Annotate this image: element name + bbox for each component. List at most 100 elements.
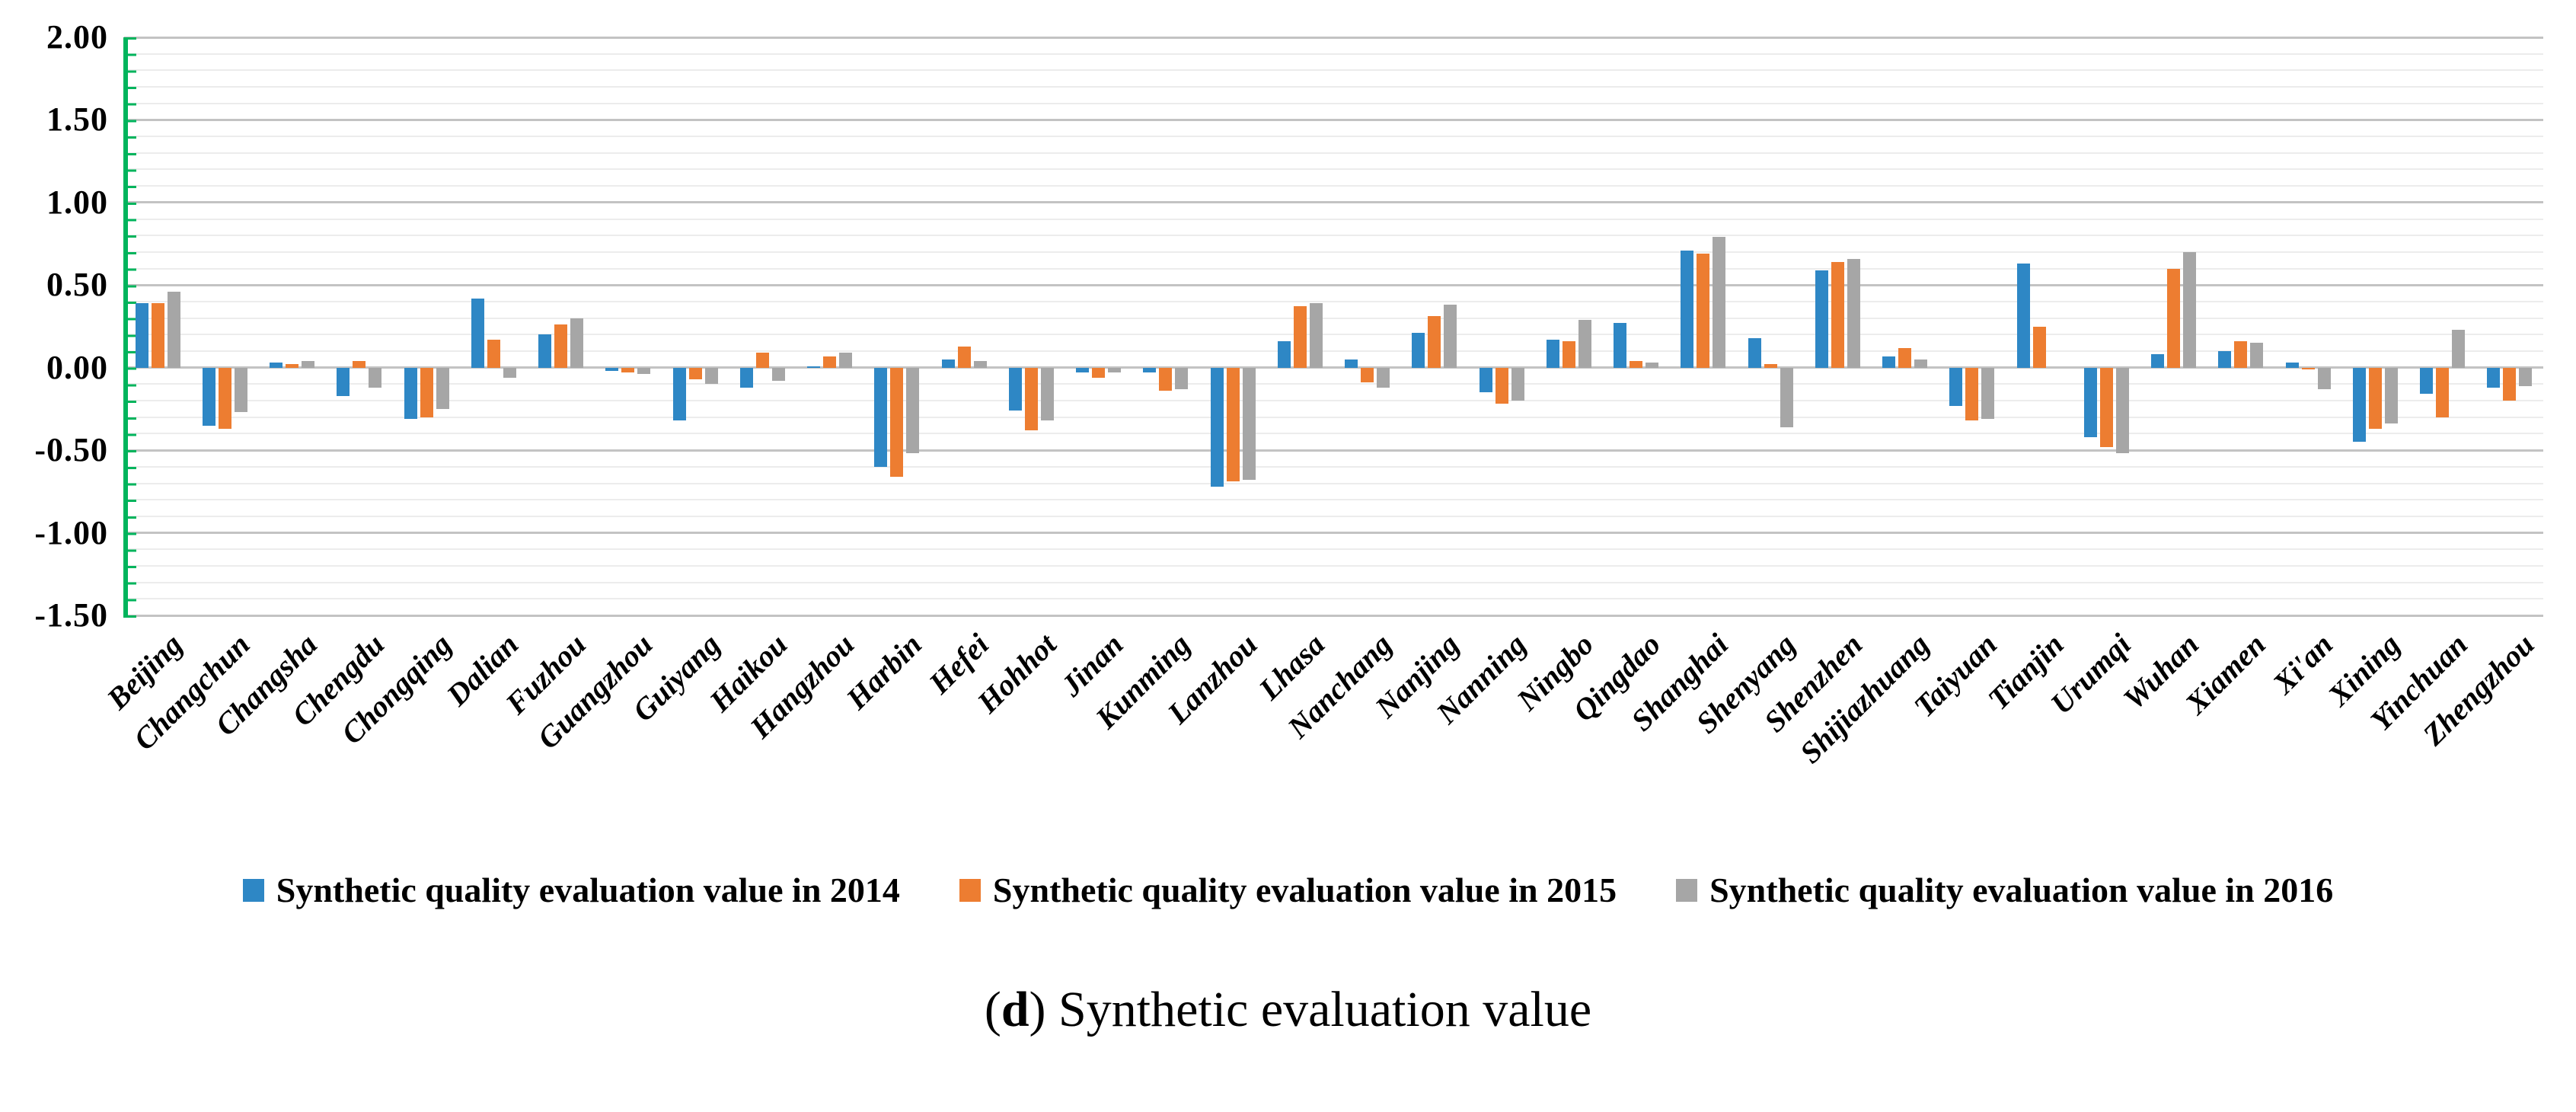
bar-2016-hohhot: [1040, 367, 1054, 421]
y-tick-label: 2.00: [46, 18, 108, 56]
bar-group-jinan: [1065, 37, 1132, 615]
bar-2016-shanghai: [1713, 237, 1726, 368]
gridline-minor: [124, 564, 2543, 567]
bar-2015-chengdu: [353, 361, 366, 368]
bar-2014-xining: [2352, 367, 2366, 443]
gridline-minor: [124, 383, 2543, 385]
bar-2014-kunming: [1143, 367, 1157, 373]
y-tick-label: -0.50: [34, 431, 108, 469]
bar-2014-harbin: [874, 367, 888, 467]
y-tick-label: 0.50: [46, 266, 108, 304]
bar-2015-shenzhen: [1831, 261, 1844, 368]
bar-group-changchun: [191, 37, 258, 615]
legend-item: Synthetic quality evaluation value in 20…: [959, 870, 1617, 910]
y-tick-label: 1.50: [46, 101, 108, 139]
bar-group-wuhan: [2140, 37, 2207, 615]
bar-2014-chongqing: [404, 367, 417, 419]
bar-2016-nanchang: [1377, 367, 1390, 388]
bar-2016-qingdao: [1646, 363, 1659, 368]
bar-2016-dalian: [503, 367, 516, 378]
bar-2014-lanzhou: [1210, 367, 1224, 487]
bar-2016-guangzhou: [637, 367, 651, 375]
bar-group-lhasa: [1266, 37, 1333, 615]
bar-2015-shenyang: [1764, 364, 1777, 368]
bar-2014-shenyang: [1748, 337, 1761, 368]
bar-2014-shijiazhuang: [1882, 356, 1896, 368]
plot-area: [123, 36, 2543, 618]
bar-2015-hohhot: [1024, 367, 1038, 431]
y-tick-label: -1.00: [34, 513, 108, 551]
bar-group-chongqing: [393, 37, 460, 615]
bar-group-taiyuan: [1939, 37, 2006, 615]
y-tick-label: 1.00: [46, 183, 108, 221]
bar-2016-lhasa: [1309, 303, 1323, 368]
bar-2014-urumqi: [2083, 367, 2097, 437]
figure-caption: (d) Synthetic evaluation value: [0, 981, 2576, 1039]
caption-open-paren: (: [984, 982, 1001, 1037]
bar-2016-jinan: [1108, 367, 1122, 373]
bar-2016-beijing: [167, 291, 180, 368]
bar-2016-changchun: [234, 367, 247, 413]
bar-2016-ningbo: [1578, 319, 1591, 368]
bar-2015-hefei: [957, 346, 971, 368]
gridline-minor: [124, 581, 2543, 583]
bar-2015-wuhan: [2167, 268, 2181, 368]
bar-2015-yinchuan: [2436, 367, 2450, 417]
bar-2016-kunming: [1175, 367, 1189, 389]
bar-2014-dalian: [471, 298, 484, 368]
gridline-minor: [124, 300, 2543, 302]
bar-group-shenyang: [1737, 37, 1804, 615]
bar-2016-xian: [2317, 367, 2331, 389]
bar-2016-guiyang: [704, 367, 718, 385]
bar-group-hohhot: [998, 37, 1065, 615]
gridline-minor: [124, 69, 2543, 72]
bar-2015-shijiazhuang: [1898, 347, 1912, 368]
bar-2015-fuzhou: [554, 324, 568, 368]
bar-2016-nanning: [1511, 367, 1524, 401]
gridline-minor: [124, 136, 2543, 138]
bar-group-urumqi: [2073, 37, 2140, 615]
bar-2014-shanghai: [1681, 250, 1694, 368]
gridline-minor: [124, 185, 2543, 187]
gridline-major: [124, 366, 2543, 369]
bar-group-xian: [2274, 37, 2341, 615]
bar-group-kunming: [1132, 37, 1199, 615]
bar-2015-dalian: [487, 339, 500, 368]
bar-2015-shanghai: [1697, 254, 1710, 368]
bar-2014-nanchang: [1345, 359, 1358, 368]
gridline-minor: [124, 267, 2543, 270]
bar-2015-guiyang: [688, 367, 702, 379]
gridline-minor: [124, 482, 2543, 484]
gridline-minor: [124, 548, 2543, 551]
bar-2014-changchun: [202, 367, 215, 426]
bar-2014-haikou: [739, 367, 753, 388]
bar-2016-yinchuan: [2452, 329, 2466, 368]
bar-2014-guiyang: [672, 367, 686, 421]
bar-group-ningbo: [1535, 37, 1602, 615]
legend-label: Synthetic quality evaluation value in 20…: [276, 871, 900, 909]
x-axis-label: Harbin: [839, 627, 928, 716]
bar-2014-qingdao: [1614, 323, 1627, 368]
bar-2015-jinan: [1092, 367, 1106, 378]
gridline-major: [124, 532, 2543, 535]
bar-2016-hangzhou: [839, 353, 853, 368]
bar-2016-zhengzhou: [2519, 367, 2533, 386]
bar-2015-hangzhou: [823, 356, 837, 368]
gridline-minor: [124, 400, 2543, 402]
gridline-minor: [124, 168, 2543, 171]
bar-2015-qingdao: [1630, 361, 1643, 368]
bar-2016-haikou: [771, 367, 785, 382]
caption-letter: d: [1001, 982, 1029, 1037]
bar-2016-urumqi: [2115, 367, 2129, 454]
gridline-major: [124, 614, 2543, 617]
gridline-minor: [124, 317, 2543, 319]
bar-group-guangzhou: [595, 37, 662, 615]
legend-swatch-icon: [1676, 878, 1698, 902]
bar-2016-shijiazhuang: [1914, 359, 1928, 368]
bar-2016-shenzhen: [1847, 258, 1860, 368]
gridline-minor: [124, 416, 2543, 418]
bar-2015-urumqi: [2099, 367, 2113, 447]
bar-group-hefei: [930, 37, 998, 615]
gridline-minor: [124, 334, 2543, 336]
bar-2015-lanzhou: [1226, 367, 1240, 482]
